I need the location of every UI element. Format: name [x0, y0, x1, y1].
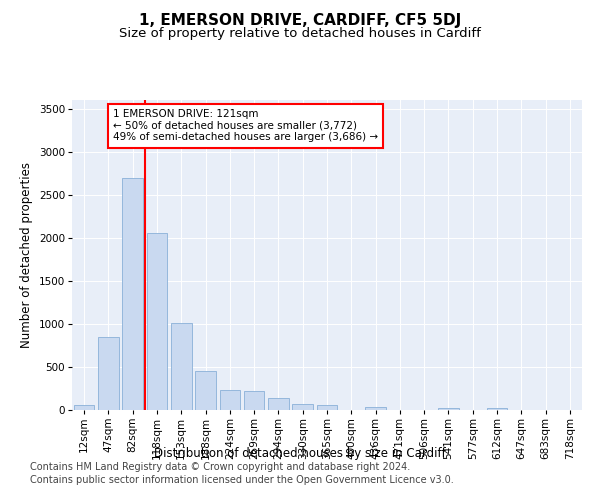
Bar: [122, 178, 143, 410]
Text: Contains public sector information licensed under the Open Government Licence v3: Contains public sector information licen…: [30, 475, 454, 485]
Bar: [74, 405, 94, 410]
Bar: [146, 232, 167, 410]
Text: Size of property relative to detached houses in Cardiff: Size of property relative to detached ho…: [119, 28, 481, 40]
Bar: [365, 407, 386, 410]
Text: Distribution of detached houses by size in Cardiff: Distribution of detached houses by size …: [154, 448, 446, 460]
Y-axis label: Number of detached properties: Number of detached properties: [20, 162, 33, 348]
Text: Contains HM Land Registry data © Crown copyright and database right 2024.: Contains HM Land Registry data © Crown c…: [30, 462, 410, 472]
Bar: [98, 337, 119, 410]
Bar: [438, 408, 459, 410]
Bar: [317, 406, 337, 410]
Bar: [487, 408, 508, 410]
Bar: [171, 324, 191, 410]
Bar: [268, 398, 289, 410]
Text: 1, EMERSON DRIVE, CARDIFF, CF5 5DJ: 1, EMERSON DRIVE, CARDIFF, CF5 5DJ: [139, 12, 461, 28]
Bar: [244, 390, 265, 410]
Bar: [292, 404, 313, 410]
Text: 1 EMERSON DRIVE: 121sqm
← 50% of detached houses are smaller (3,772)
49% of semi: 1 EMERSON DRIVE: 121sqm ← 50% of detache…: [113, 110, 378, 142]
Bar: [195, 371, 216, 410]
Bar: [220, 390, 240, 410]
